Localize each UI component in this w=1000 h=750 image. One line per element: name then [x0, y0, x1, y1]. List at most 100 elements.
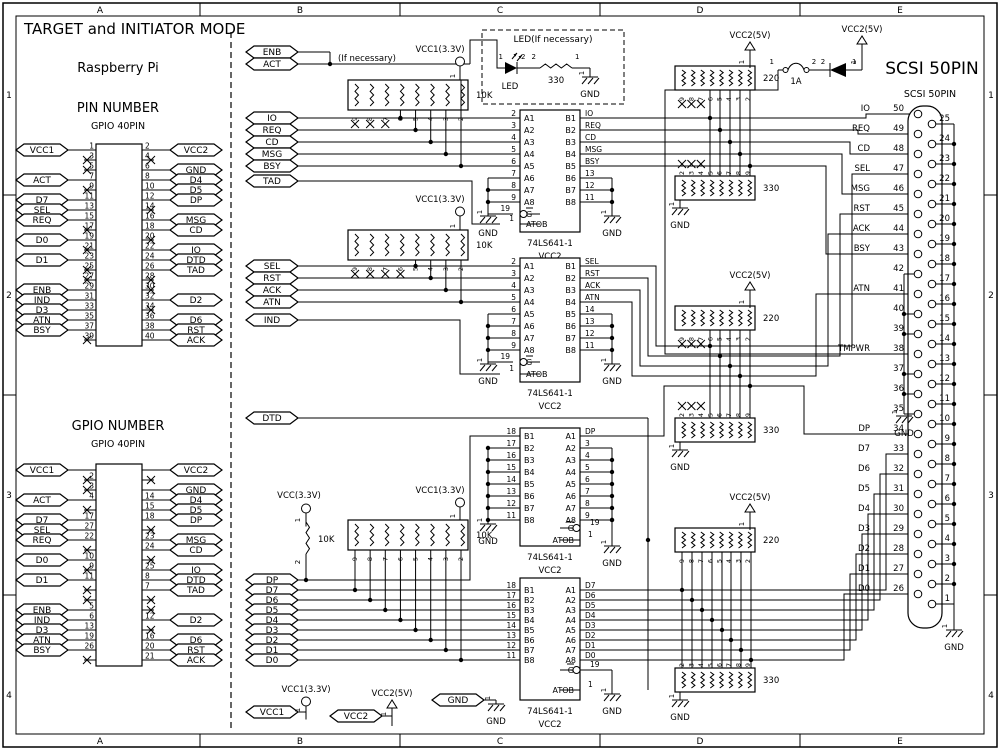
signal-flag-act [15, 493, 69, 507]
pin-number: 8 [145, 572, 150, 581]
signal-flag-d2 [169, 613, 223, 627]
gnd-symbol [493, 704, 500, 712]
connector-pin [913, 229, 923, 239]
vcc2-symbol [856, 35, 868, 45]
pin-number: 32 [145, 292, 155, 301]
junction-dot [609, 505, 615, 511]
signal-flag-label: ENB [33, 606, 52, 616]
pin-number: 2 [945, 574, 950, 584]
border-row-label: 3 [988, 491, 994, 501]
pin-number: 31 [84, 292, 94, 301]
resistor-zigzag [700, 671, 706, 689]
junction-dot [609, 469, 615, 475]
signal-label: MSG [851, 184, 870, 194]
chip-pin-name: B6 [565, 174, 576, 183]
junction-dot [327, 61, 333, 67]
resistor-zigzag [414, 523, 420, 547]
pin-number: 3 [735, 337, 743, 341]
resistor-value: 220 [763, 536, 779, 546]
pin-number: 49 [893, 124, 904, 134]
enable-bubble [572, 524, 581, 532]
pin-number: 16 [506, 601, 516, 610]
chip-pin-name: B5 [524, 480, 535, 489]
junction-dot [485, 493, 491, 499]
connector-pin [927, 399, 937, 409]
pin-number: 14 [506, 621, 516, 630]
chip-pin-name: A4 [524, 298, 535, 307]
resistor-zigzag [700, 421, 706, 439]
pin-number: 47 [893, 164, 904, 174]
no-connect-x [365, 119, 375, 129]
signal-flag-d0 [15, 553, 69, 567]
resistor-zigzag [369, 523, 375, 547]
gnd-symbol [593, 77, 600, 85]
pin-number: 29 [893, 524, 904, 534]
chip-pin-name: B6 [565, 322, 576, 331]
pin-number: 1 [850, 60, 858, 64]
signal-label: D3 [858, 524, 870, 534]
pin-number: 1 [600, 210, 608, 214]
resistor-zigzag [690, 179, 696, 197]
signal-flag-label: D6 [266, 596, 279, 606]
pin-number: 9 [744, 171, 752, 175]
signal-flag-label: D1 [36, 576, 49, 586]
resistor-value: 220 [763, 314, 779, 324]
chip-pin-name: A2 [524, 274, 535, 283]
pin-number: 30 [145, 282, 155, 291]
pin-number: 28 [145, 272, 155, 281]
chip-pin-name: A3 [524, 286, 535, 295]
chip-pin-name: G [526, 358, 532, 367]
pin-number: 8 [735, 413, 743, 417]
no-connect-x [696, 99, 706, 109]
no-connect-x [146, 305, 156, 315]
pin-number: 23 [84, 252, 94, 261]
signal-label: BSY [585, 157, 600, 166]
signal-flag-cd [169, 543, 223, 557]
chip-supply-label: VCC2 [538, 566, 561, 576]
signal-label: BSY [854, 244, 871, 254]
pin-number: 28 [893, 544, 904, 554]
connector-pin [927, 459, 937, 469]
pin-number: 36 [145, 312, 155, 321]
signal-flag-vcc1 [15, 143, 69, 157]
chip-part-number: 74LS641-1 [527, 553, 573, 563]
border-col-label: C [497, 737, 503, 747]
signal-flag-label: ENB [33, 286, 52, 296]
led-label: LED [502, 82, 519, 92]
resistor-zigzag [384, 233, 390, 257]
resistor-value: 10K [318, 535, 335, 545]
resistor-zigzag [430, 523, 435, 547]
pin-number: 1 [852, 58, 856, 66]
pin-number: 11 [84, 572, 94, 581]
no-connect-x [146, 285, 156, 295]
chip-pin-name: B5 [524, 626, 535, 635]
vcc1-symbol [455, 56, 465, 67]
signal-flag-label: CD [189, 546, 202, 556]
connector-pin [913, 189, 923, 199]
pin-number: 15 [506, 463, 516, 472]
pin-number: 14 [145, 202, 155, 211]
pin-number: 9 [511, 341, 516, 350]
no-connect-x [396, 269, 405, 279]
power-label: VCC2(5V) [372, 689, 413, 699]
chip-pin-name: A4 [565, 468, 576, 477]
no-connect-x [677, 99, 687, 109]
pin-number: 9 [585, 511, 590, 520]
power-label: VCC1(3.3V) [281, 685, 330, 695]
resistor-zigzag [681, 69, 687, 87]
signal-flag-vcc2 [169, 463, 223, 477]
pin-number: 1 [449, 74, 457, 78]
pin-number: 9 [89, 182, 94, 191]
signal-flag-label: ACK [187, 336, 206, 346]
signal-flag-bsy [15, 323, 69, 337]
signal-flag-d1 [15, 573, 69, 587]
pin-number: 7 [697, 337, 705, 341]
connector-pin [927, 159, 937, 169]
chip-pin-name: A4 [524, 150, 535, 159]
chip-pin-name: A3 [565, 456, 576, 465]
gnd-label: GND [602, 559, 622, 569]
connector-pin [927, 179, 937, 189]
pin-number: 5 [585, 463, 590, 472]
pin-number: 1 [449, 514, 457, 518]
